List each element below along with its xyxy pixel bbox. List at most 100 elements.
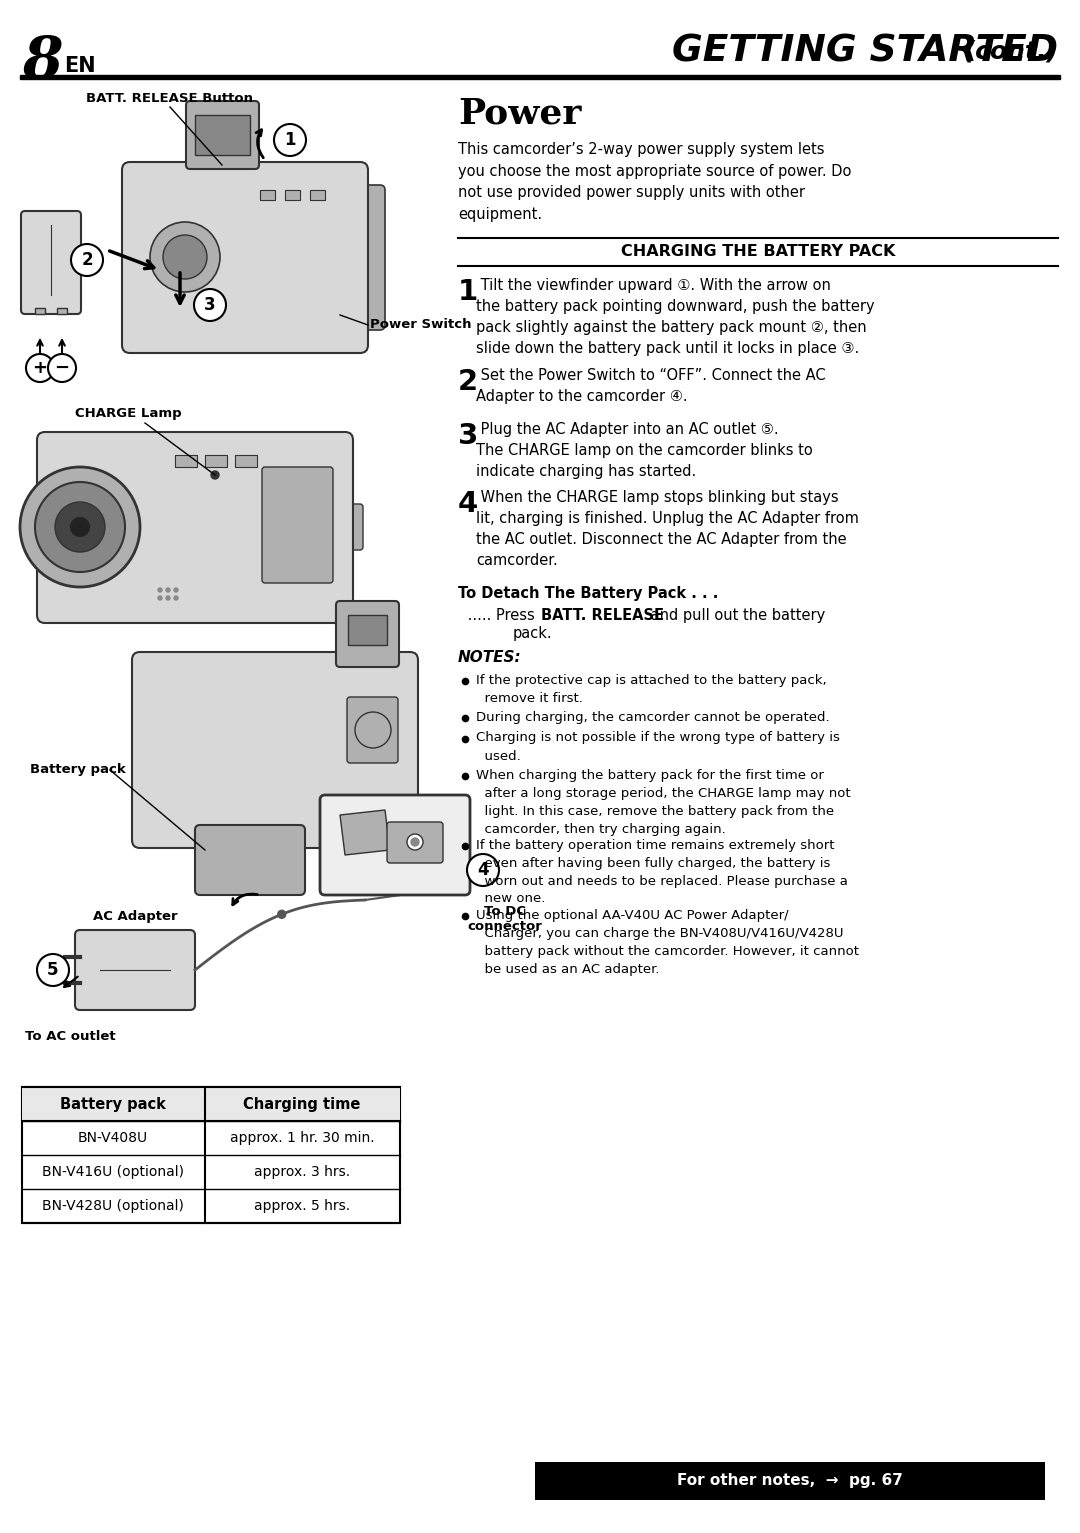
- Text: Set the Power Switch to “OFF”. Connect the AC
Adapter to the camcorder ④.: Set the Power Switch to “OFF”. Connect t…: [476, 368, 825, 405]
- Text: To AC outlet: To AC outlet: [25, 1030, 116, 1042]
- Text: BN-V408U: BN-V408U: [78, 1131, 148, 1145]
- Circle shape: [278, 911, 286, 918]
- Text: approx. 5 hrs.: approx. 5 hrs.: [254, 1199, 350, 1213]
- FancyBboxPatch shape: [262, 468, 333, 583]
- Text: 4: 4: [477, 862, 489, 878]
- Bar: [21, 75, 1059, 80]
- Circle shape: [37, 954, 69, 986]
- Text: BATT. RELEASE: BATT. RELEASE: [541, 609, 664, 622]
- Circle shape: [194, 290, 226, 320]
- Text: This camcorder’s 2-way power supply system lets
you choose the most appropriate : This camcorder’s 2-way power supply syst…: [458, 143, 851, 222]
- Text: CHARGE Lamp: CHARGE Lamp: [75, 406, 181, 420]
- Text: BN-V416U (optional): BN-V416U (optional): [42, 1165, 184, 1179]
- Text: BN-V428U (optional): BN-V428U (optional): [42, 1199, 184, 1213]
- Circle shape: [211, 471, 219, 478]
- Text: BATT. RELEASE Button: BATT. RELEASE Button: [86, 92, 254, 104]
- Text: Tilt the viewfinder upward ①. With the arrow on
the battery pack pointing downwa: Tilt the viewfinder upward ①. With the a…: [476, 277, 875, 356]
- Bar: [235, 455, 257, 468]
- Text: For other notes,  →  pg. 67: For other notes, → pg. 67: [677, 1473, 903, 1489]
- Circle shape: [26, 354, 54, 382]
- Text: Charging time: Charging time: [243, 1096, 361, 1111]
- Text: pack.: pack.: [513, 625, 553, 641]
- FancyBboxPatch shape: [195, 825, 305, 895]
- Text: When charging the battery pack for the first time or
  after a long storage peri: When charging the battery pack for the f…: [476, 768, 851, 835]
- Bar: [195, 115, 249, 155]
- Text: 3: 3: [204, 296, 216, 314]
- Text: If the battery operation time remains extremely short
  even after having been f: If the battery operation time remains ex…: [476, 839, 848, 906]
- Text: 2: 2: [81, 251, 93, 268]
- Bar: [22, 1087, 400, 1121]
- Text: NOTES:: NOTES:: [458, 650, 522, 665]
- Text: CHARGING THE BATTERY PACK: CHARGING THE BATTERY PACK: [621, 244, 895, 259]
- Circle shape: [407, 834, 423, 849]
- Bar: [535, 1462, 1045, 1499]
- Text: 2: 2: [458, 368, 478, 396]
- Bar: [175, 455, 197, 468]
- Circle shape: [35, 481, 125, 572]
- FancyBboxPatch shape: [320, 796, 470, 895]
- FancyBboxPatch shape: [325, 185, 384, 330]
- Text: To DC
connector: To DC connector: [468, 904, 542, 934]
- Text: 1: 1: [458, 277, 478, 307]
- FancyBboxPatch shape: [332, 504, 363, 550]
- Circle shape: [174, 596, 178, 599]
- Circle shape: [55, 501, 105, 552]
- Text: and pull out the battery: and pull out the battery: [646, 609, 825, 622]
- Text: Using the optional AA-V40U AC Power Adapter/
  Charger, you can charge the BN-V4: Using the optional AA-V40U AC Power Adap…: [476, 909, 859, 975]
- Text: approx. 3 hrs.: approx. 3 hrs.: [254, 1165, 350, 1179]
- Circle shape: [163, 235, 207, 279]
- Text: When the CHARGE lamp stops blinking but stays
lit, charging is finished. Unplug : When the CHARGE lamp stops blinking but …: [476, 491, 859, 569]
- Circle shape: [411, 839, 419, 846]
- Text: 5: 5: [48, 961, 58, 980]
- Text: +: +: [32, 359, 48, 377]
- Polygon shape: [340, 809, 390, 855]
- Circle shape: [467, 854, 499, 886]
- Circle shape: [71, 244, 103, 276]
- Bar: [260, 190, 275, 199]
- Text: ..... Press: ..... Press: [463, 609, 539, 622]
- Text: Power Switch: Power Switch: [370, 319, 472, 331]
- Text: (cont.): (cont.): [815, 40, 1058, 64]
- Text: 4: 4: [458, 491, 478, 518]
- FancyBboxPatch shape: [336, 601, 399, 667]
- Circle shape: [48, 354, 76, 382]
- Circle shape: [21, 468, 140, 587]
- FancyBboxPatch shape: [37, 432, 353, 622]
- Circle shape: [274, 124, 306, 156]
- Text: approx. 1 hr. 30 min.: approx. 1 hr. 30 min.: [230, 1131, 375, 1145]
- FancyBboxPatch shape: [132, 652, 418, 848]
- FancyBboxPatch shape: [387, 822, 443, 863]
- Text: 1: 1: [284, 130, 296, 149]
- Circle shape: [158, 596, 162, 599]
- Text: 8: 8: [22, 34, 63, 90]
- Text: Power: Power: [458, 97, 581, 130]
- Circle shape: [166, 596, 170, 599]
- Bar: [310, 190, 325, 199]
- Circle shape: [70, 517, 90, 537]
- Text: EN: EN: [64, 57, 96, 77]
- Text: If the protective cap is attached to the battery pack,
  remove it first.: If the protective cap is attached to the…: [476, 675, 826, 705]
- Text: Plug the AC Adapter into an AC outlet ⑤.
The CHARGE lamp on the camcorder blinks: Plug the AC Adapter into an AC outlet ⑤.…: [476, 422, 813, 478]
- Text: AC Adapter: AC Adapter: [93, 911, 177, 923]
- Circle shape: [355, 711, 391, 748]
- FancyBboxPatch shape: [347, 698, 399, 763]
- FancyBboxPatch shape: [122, 162, 368, 353]
- Text: −: −: [54, 359, 69, 377]
- Bar: [205, 455, 227, 468]
- Bar: [57, 308, 67, 314]
- Bar: [22, 1087, 400, 1223]
- Circle shape: [174, 589, 178, 592]
- Bar: [285, 190, 300, 199]
- Bar: [35, 308, 45, 314]
- Text: Battery pack: Battery pack: [60, 1096, 166, 1111]
- Text: Battery pack: Battery pack: [30, 763, 125, 777]
- FancyBboxPatch shape: [21, 212, 81, 314]
- Text: Charging is not possible if the wrong type of battery is
  used.: Charging is not possible if the wrong ty…: [476, 731, 840, 762]
- Text: GETTING STARTED: GETTING STARTED: [672, 34, 1058, 71]
- FancyBboxPatch shape: [186, 101, 259, 169]
- Text: To Detach The Battery Pack . . .: To Detach The Battery Pack . . .: [458, 586, 718, 601]
- Bar: [348, 615, 387, 645]
- Circle shape: [158, 589, 162, 592]
- Text: 3: 3: [458, 422, 478, 451]
- FancyBboxPatch shape: [75, 931, 195, 1010]
